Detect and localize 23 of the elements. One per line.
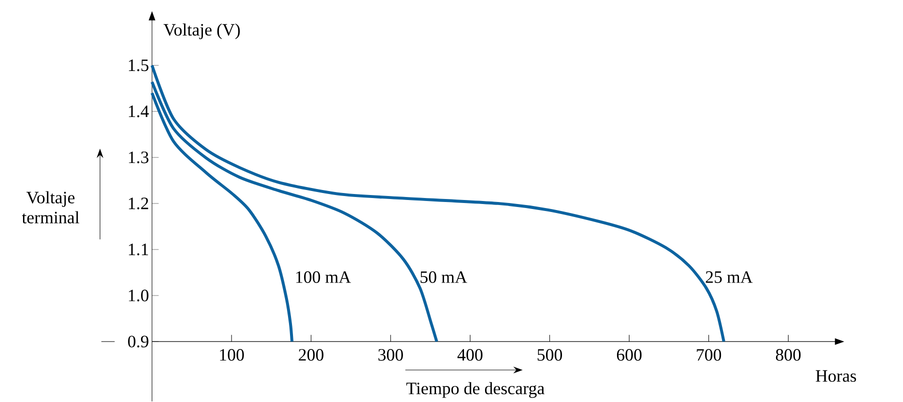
x-axis-title: Horas — [816, 370, 856, 382]
series-label: 100 mA — [296, 271, 351, 283]
annotation: Tiempo de descarga — [406, 382, 544, 398]
y-tick-label: 1.5 — [128, 60, 148, 72]
x-tick-label: 400 — [457, 349, 482, 361]
x-tick-label: 100 — [220, 349, 244, 361]
text: Voltaje terminal — [22, 191, 80, 224]
y-tick-label: 1.0 — [128, 290, 148, 302]
line-series — [150, 64, 726, 344]
x-tick-label: 600 — [616, 349, 642, 361]
x-tick-label: 200 — [298, 349, 324, 361]
series-label: 25 mA — [706, 271, 753, 283]
x-tick-label: 800 — [776, 349, 801, 361]
x-tick-label: 500 — [538, 349, 562, 361]
y-tick-label: 1.2 — [128, 198, 148, 210]
y-axis-title: Voltaje (V) — [164, 23, 240, 40]
x-tick-label: 300 — [378, 349, 403, 361]
y-tick-label: 1.3 — [128, 152, 148, 164]
y-tick-label: 0.9 — [128, 336, 148, 348]
y-tick-label: 1.1 — [128, 244, 148, 256]
series-label: 50 mA — [420, 271, 468, 283]
x-tick-label: 700 — [696, 349, 722, 361]
y-tick-label: 1.4 — [128, 106, 149, 118]
